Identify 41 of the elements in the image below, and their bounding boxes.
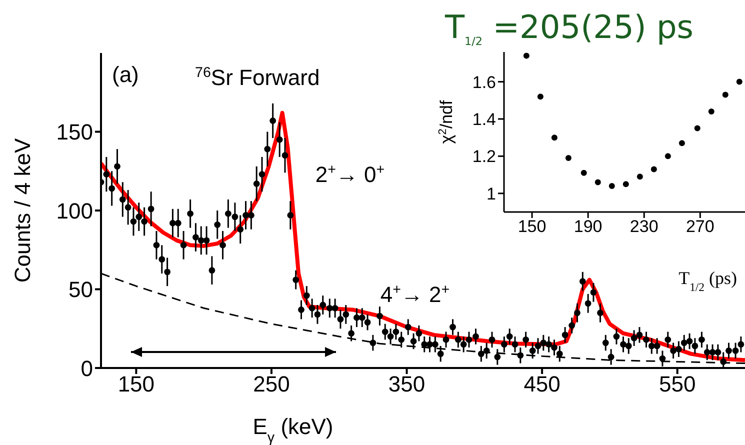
y-axis-title: Counts / 4 keV: [10, 138, 35, 283]
point: [694, 125, 700, 132]
x-tick-label: 150: [118, 372, 155, 397]
y-tick-label: 150: [56, 120, 93, 145]
chart-title: T$_{1/2}$ =205(25) ps: [444, 8, 694, 48]
point: [636, 174, 643, 180]
annotation: $^{76}$Sr Forward: [195, 65, 320, 90]
y-tick-label: 1: [486, 184, 496, 204]
y-tick-label: 100: [56, 198, 93, 224]
x-tick-label: 550: [658, 372, 696, 397]
point: [565, 155, 572, 162]
x-tick-label: 450: [524, 372, 560, 397]
x-tick-label: 150: [518, 217, 546, 236]
point: [580, 170, 587, 176]
point: [650, 166, 657, 172]
annotation: (a): [112, 62, 139, 87]
point: [608, 182, 615, 189]
y-tick-label: 50: [68, 277, 93, 302]
point: [664, 153, 671, 160]
point: [551, 134, 558, 141]
x-tick-label: 250: [253, 372, 290, 397]
x-tick-label: 350: [388, 372, 426, 397]
x-tick-label: 270: [686, 217, 714, 236]
annotation: 2$^{+}$→ 0$^{+}$: [315, 162, 385, 187]
point: [622, 181, 629, 188]
y-tick-label: 0: [80, 356, 93, 381]
y-tick-label: 1.4: [472, 110, 496, 130]
y-tick-label: 1.2: [472, 147, 496, 166]
point: [722, 92, 728, 98]
y-tick-label: 1.6: [472, 72, 496, 92]
x-tick-label: 190: [574, 217, 602, 236]
point: [537, 94, 544, 100]
point: [594, 179, 601, 186]
point: [523, 52, 530, 59]
point: [736, 78, 742, 85]
point: [678, 140, 685, 146]
point: [708, 108, 714, 115]
x-axis-title: E$_{γ}$ (keV): [252, 414, 334, 445]
x-tick-label: 230: [630, 217, 658, 236]
annotation: 4$^{+}$→ 2$^{+}$: [380, 282, 450, 307]
x-axis-title: T$_{1/2}$ (ps): [678, 268, 737, 294]
